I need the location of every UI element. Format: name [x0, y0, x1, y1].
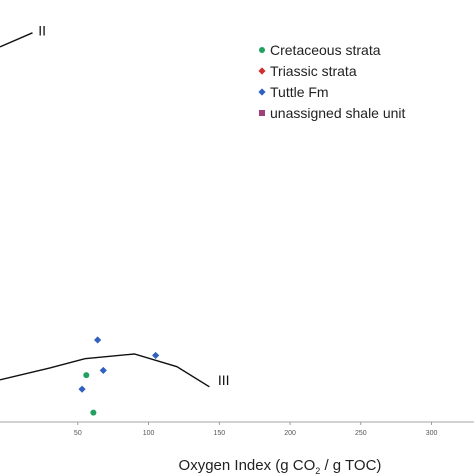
point-cretaceous-strata — [83, 372, 90, 379]
legend-marker-triassic-strata — [258, 67, 266, 75]
x-axis-label-subscript: 2 — [315, 466, 320, 474]
legend: Cretaceous strata Triassic strata Tuttle F… — [258, 42, 406, 121]
legend-marker-tuttle-fm — [258, 88, 266, 96]
legend-label-unassigned-shale-unit: unassigned shale unit — [270, 105, 406, 121]
x-tick-label: 250 — [355, 430, 367, 437]
curve-label-iii: III — [218, 372, 230, 388]
x-tick-label: 100 — [143, 430, 155, 437]
point-tuttle-fm — [94, 336, 102, 344]
legend-marker-cretaceous-strata — [259, 47, 265, 53]
legend-label-cretaceous-strata: Cretaceous strata — [270, 42, 381, 58]
point-cretaceous-strata — [90, 409, 97, 416]
x-tick-label: 300 — [426, 430, 438, 437]
curve-iii — [0, 353, 210, 388]
x-axis-label-main: Oxygen Index (g CO — [179, 457, 316, 474]
legend-label-tuttle-fm: Tuttle Fm — [270, 84, 329, 100]
curve-label-ii: II — [38, 22, 46, 38]
x-tick-label: 150 — [213, 430, 225, 437]
x-tick-label: 50 — [74, 430, 82, 437]
legend-label-triassic-strata: Triassic strata — [270, 63, 357, 79]
data-points — [78, 336, 160, 416]
x-tick-label: 200 — [284, 430, 296, 437]
x-ticks: 50 100 150 200 250 300 — [74, 422, 438, 437]
point-tuttle-fm — [152, 351, 160, 360]
point-tuttle-fm — [78, 385, 86, 393]
x-axis-label: Oxygen Index (g CO2 / g TOC) — [179, 457, 382, 474]
point-tuttle-fm — [99, 366, 107, 375]
legend-marker-unassigned-shale-unit — [259, 110, 265, 116]
curve-ii — [0, 32, 33, 48]
x-axis-label-tail: / g TOC) — [320, 457, 381, 474]
